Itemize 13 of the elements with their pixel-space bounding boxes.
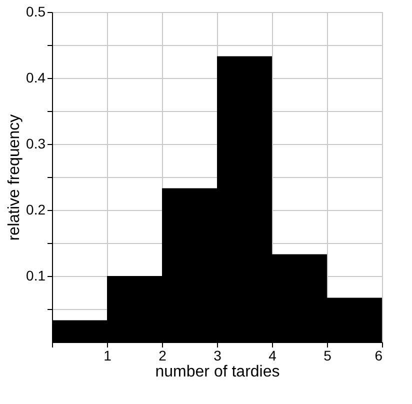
y-axis-title: relative frequency	[6, 114, 24, 241]
y-tick-label: 0.5	[26, 4, 46, 20]
x-tick-label: 6	[374, 348, 383, 364]
y-tick-label: 0.1	[26, 268, 46, 284]
y-tick-label: 0.3	[26, 136, 46, 152]
x-tick-label: 2	[158, 348, 167, 364]
x-tick-label: 3	[214, 348, 222, 364]
y-tick-label: 0.4	[26, 70, 46, 86]
y-tick-label: 0.2	[26, 202, 46, 218]
x-axis-title: number of tardies	[155, 364, 280, 380]
x-tick-label: 5	[324, 348, 332, 364]
x-tick-label: 1	[104, 348, 112, 364]
x-tick-label: 4	[268, 348, 277, 364]
